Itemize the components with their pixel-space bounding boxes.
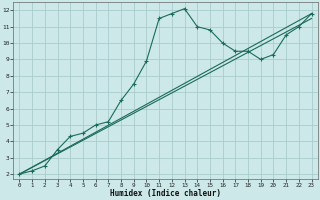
X-axis label: Humidex (Indice chaleur): Humidex (Indice chaleur) [110,189,221,198]
